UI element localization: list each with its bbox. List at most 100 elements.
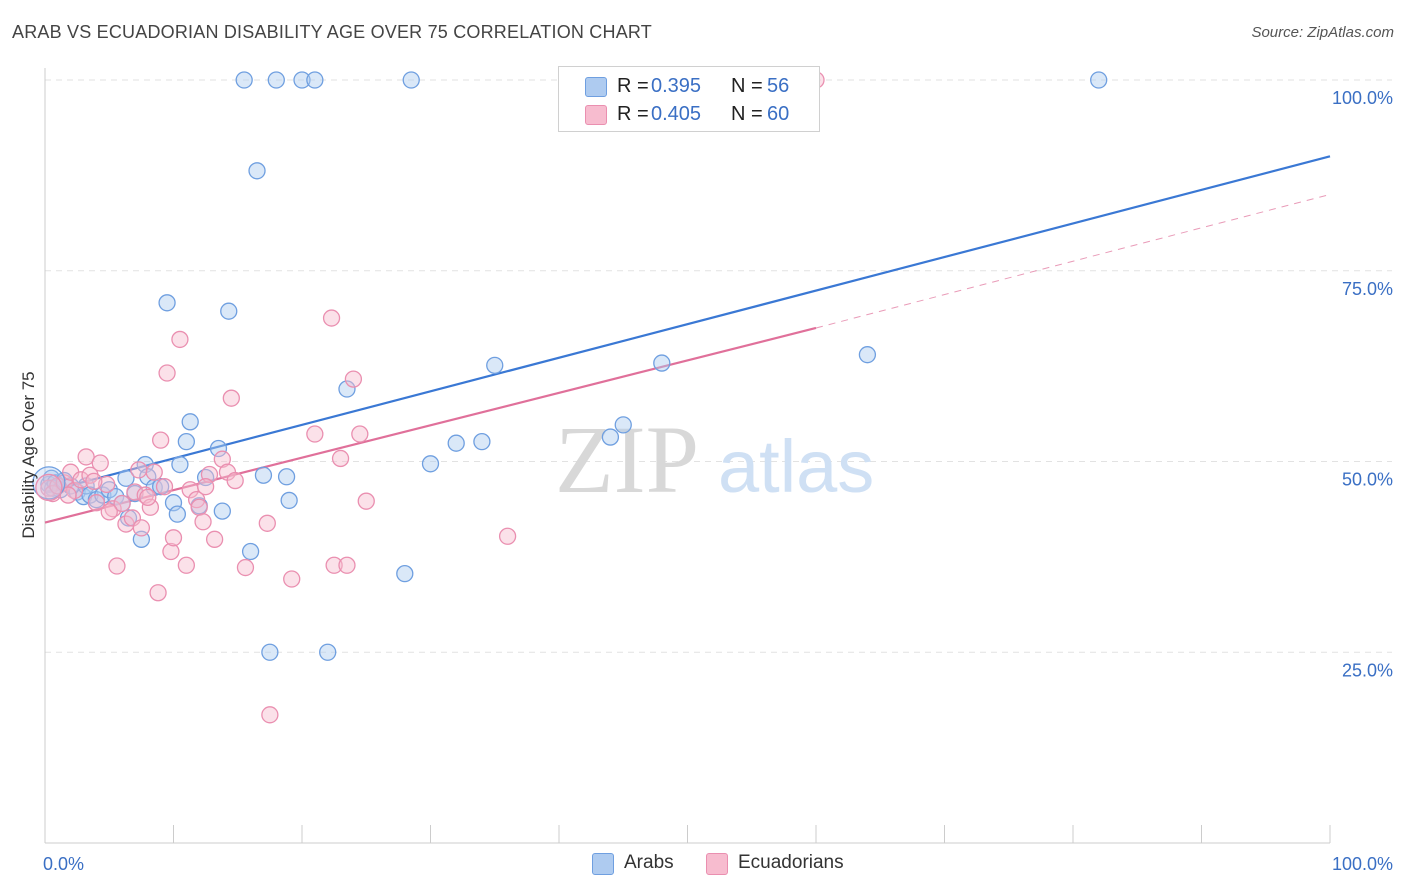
ecuadorian-point	[158, 364, 176, 382]
ecuadorian-point	[351, 425, 369, 443]
watermark-zip: ZIP	[555, 406, 699, 513]
arabs-trend-line	[44, 155, 1331, 494]
axes	[44, 68, 1331, 844]
arab-point	[402, 71, 420, 89]
ecuadorian-point	[77, 448, 95, 466]
ecuadorian-point	[258, 514, 276, 532]
ecuadorian-point	[155, 478, 174, 496]
arab-point	[261, 643, 279, 661]
n-label: N =	[731, 103, 763, 125]
ecuadorian-point	[85, 472, 103, 490]
arab-point	[267, 71, 285, 89]
arab-point	[306, 71, 324, 89]
ecuadorian-point	[139, 488, 157, 507]
y-tick-label: 50.0%	[1342, 470, 1393, 490]
arab-point	[1090, 71, 1108, 89]
arab-point	[158, 294, 176, 312]
gridlines	[45, 79, 1392, 653]
arab-point	[177, 433, 196, 451]
ecuadorian-point	[141, 498, 160, 516]
arab-point	[168, 505, 187, 523]
arab-point	[280, 491, 298, 510]
r-label: R =	[617, 75, 649, 97]
source-attribution: Source: ZipAtlas.com	[1251, 24, 1394, 41]
watermark: ZIP atlas	[555, 406, 874, 513]
ecuadorian-point	[194, 513, 212, 531]
arab-point	[293, 71, 311, 89]
ecuadorian-point	[306, 425, 324, 443]
y-axis-label: Disability Age Over 75	[19, 371, 38, 538]
ecuadorian-point	[145, 463, 163, 481]
ecuadorian-point	[331, 449, 350, 468]
series-arabs	[40, 71, 1108, 661]
ecuadorian-point	[338, 556, 356, 574]
arab-point	[151, 478, 170, 496]
ecuadorian-point	[164, 529, 183, 547]
arab-point	[220, 302, 238, 320]
series-ecuadorians	[40, 71, 825, 724]
arab-point	[447, 434, 465, 452]
ecuadorian-point-cluster	[35, 473, 63, 502]
r-value: 0.405	[651, 103, 702, 125]
stats-legend: R = 0.395 N = 56 R = 0.405 N = 60	[558, 66, 820, 132]
arab-point	[171, 455, 189, 474]
arab-point	[421, 455, 440, 473]
stats-legend-row-arabs: R = 0.395 N = 56	[559, 73, 819, 101]
arabs-swatch	[585, 77, 607, 97]
legend-label: Arabs	[624, 852, 674, 873]
arab-point	[235, 71, 253, 89]
arab-point-cluster	[32, 466, 66, 500]
arab-point	[319, 643, 337, 661]
watermark-atlas: atlas	[718, 425, 874, 508]
arab-point	[241, 542, 260, 561]
data-points	[32, 71, 1108, 724]
r-label: R =	[617, 103, 649, 125]
ecuadorian-point	[322, 309, 341, 327]
ecuadorian-point	[177, 556, 196, 574]
arab-point	[653, 354, 671, 372]
arab-point	[614, 416, 632, 434]
ecuadorian-point	[226, 471, 244, 490]
arabs-legend-swatch	[592, 853, 614, 875]
n-value: 56	[767, 75, 790, 97]
ecuadorian-point	[283, 570, 301, 588]
ecuadorian-point	[126, 483, 144, 501]
ecuadorian-point	[190, 498, 208, 516]
arab-point	[248, 162, 266, 180]
n-label: N =	[731, 75, 763, 97]
ecuadorian-point	[171, 330, 189, 349]
arab-point	[277, 468, 296, 486]
arab-point	[117, 469, 135, 487]
ecuadorian-point	[113, 494, 131, 513]
arab-point	[858, 346, 877, 364]
ecuadorians-trend-extension	[815, 193, 1331, 329]
arab-point	[213, 502, 231, 520]
tick-labels: 25.0% 50.0% 75.0% 100.0% 0.0% 100.0%	[43, 88, 1393, 874]
ecuadorians-swatch	[585, 105, 607, 125]
ecuadorian-point	[132, 519, 151, 537]
x-tick-label-start: 0.0%	[43, 854, 84, 874]
ecuadorian-point	[98, 475, 116, 494]
arab-point	[254, 466, 273, 484]
chart-title: ARAB VS ECUADORIAN DISABILITY AGE OVER 7…	[12, 22, 652, 42]
y-tick-label: 75.0%	[1342, 279, 1393, 299]
ecuadorians-trend-line	[44, 326, 817, 524]
arab-point	[473, 433, 491, 451]
ecuadorian-point	[498, 527, 517, 545]
ecuadorian-point	[344, 370, 363, 388]
ecuadorian-point	[100, 503, 118, 521]
ecuadorian-point	[91, 454, 109, 472]
arab-point	[601, 428, 620, 446]
r-value: 0.395	[651, 75, 702, 97]
arab-point	[486, 356, 504, 375]
n-value: 60	[767, 103, 790, 125]
ecuadorians-legend-swatch	[706, 853, 728, 875]
ecuadorian-point	[222, 389, 240, 407]
arab-point	[396, 565, 414, 583]
arab-point	[338, 380, 356, 398]
trend-lines	[44, 155, 1331, 524]
arab-point	[181, 413, 199, 431]
y-tick-label: 100.0%	[1332, 88, 1393, 108]
ecuadorian-point	[130, 461, 148, 479]
